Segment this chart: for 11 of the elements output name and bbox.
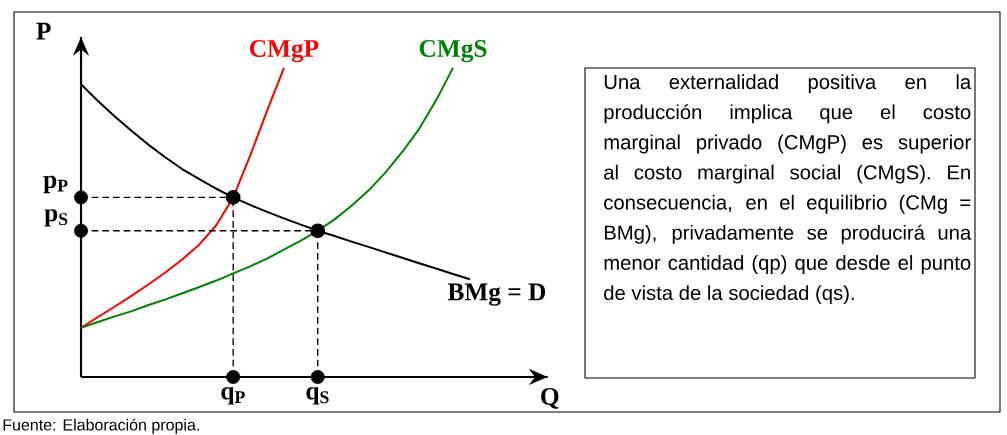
text: Una externalidad positiva en la producción implica que el costo marginal privado (CMgP) es superior al costo marginal social (CMgS). En consecuencia, en el equilibrio (CMg = BMg), privadamente se producirá una menor cantidad (qp) que desde el punto de vista de la sociedad (qs).: [604, 74, 972, 305]
series-label: p$_{P}$: [43, 175, 68, 194]
series-label: CMgS: [419, 39, 487, 63]
series-label: CMgP: [249, 39, 319, 63]
y-axis-title: P: [36, 22, 51, 40]
series-label: BMg = D: [447, 283, 546, 306]
source-note: Fuente: Elaboración propia.: [3, 418, 199, 434]
x-axis-title: Q: [541, 387, 559, 409]
x-tick-label: q$_{S}$: [306, 387, 329, 405]
series-label: p$_{S}$: [44, 209, 68, 227]
x-tick-label: q$_{P}$: [221, 387, 245, 405]
